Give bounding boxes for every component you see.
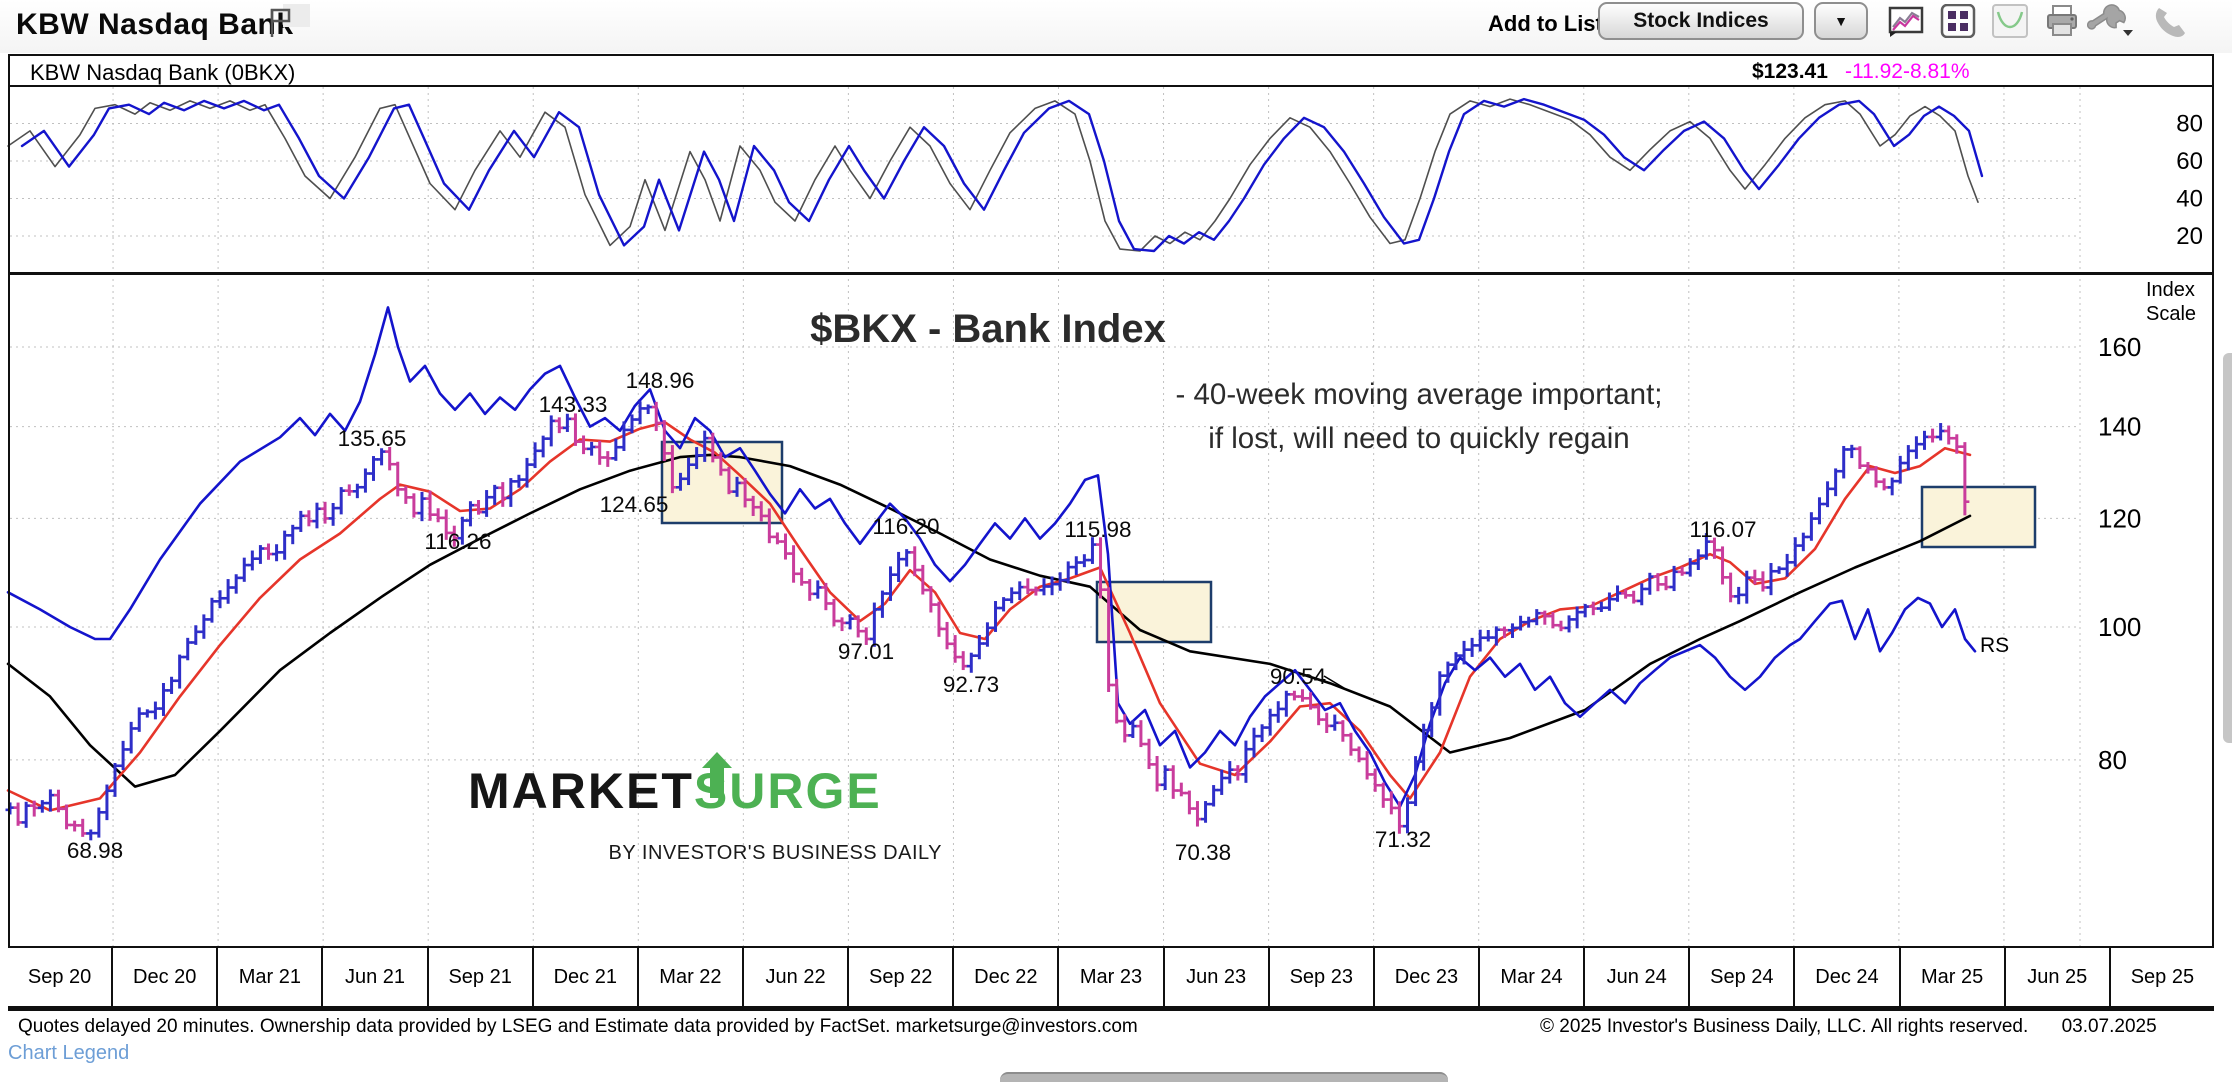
date-cell: Mar 23 xyxy=(1059,948,1165,1006)
last-price: $123.41 xyxy=(1752,60,1828,83)
curve-chart-icon[interactable] xyxy=(1990,4,2030,40)
svg-text:140: 140 xyxy=(2098,412,2141,442)
date-cell: Jun 22 xyxy=(744,948,850,1006)
svg-text:92.73: 92.73 xyxy=(943,672,999,697)
oscillator-gray-line xyxy=(7,98,1979,252)
chart-annotation-note: - 40-week moving average important; xyxy=(1176,378,1663,411)
svg-text:115.98: 115.98 xyxy=(1064,517,1131,542)
vertical-scrollbar-thumb[interactable] xyxy=(2223,353,2232,743)
svg-text:116.07: 116.07 xyxy=(1689,517,1756,542)
svg-text:120: 120 xyxy=(2098,503,2141,533)
svg-text:143.33: 143.33 xyxy=(539,392,608,417)
quote-strip: $123.41 -11.92 -8.81% xyxy=(1752,60,1970,84)
svg-text:71.32: 71.32 xyxy=(1375,827,1431,852)
chart-annotation-title: $BKX - Bank Index xyxy=(810,307,1166,351)
ma10-line xyxy=(6,420,1972,812)
chart-symbol-title: KBW Nasdaq Bank (0BKX) xyxy=(30,60,296,85)
marketsurge-logo: MARKETSURGE xyxy=(468,762,882,820)
svg-text:116.26: 116.26 xyxy=(424,529,491,554)
svg-text:160: 160 xyxy=(2098,332,2141,362)
print-icon[interactable] xyxy=(2042,4,2082,40)
date-cell: Sep 22 xyxy=(849,948,955,1006)
grid-view-icon[interactable] xyxy=(1938,3,1978,40)
svg-text:70.38: 70.38 xyxy=(1175,840,1231,865)
price-change-percent: -8.81% xyxy=(1903,60,1970,83)
flag-icon[interactable] xyxy=(268,7,294,44)
date-cell: Jun 21 xyxy=(323,948,429,1006)
price-callouts: 68.98 135.65 116.26 143.33 148.96 124.65 116.2… xyxy=(67,368,1757,865)
logo-surge: SURGE xyxy=(693,763,882,819)
date-cell: Jun 24 xyxy=(1585,948,1691,1006)
svg-text:40: 40 xyxy=(2176,185,2203,212)
logo-up-arrow-icon xyxy=(700,752,734,819)
svg-text:20: 20 xyxy=(2176,223,2203,250)
footer-copyright-block: © 2025 Investor's Business Daily, LLC. A… xyxy=(1540,1016,2157,1038)
settings-wrench-icon[interactable] xyxy=(2086,4,2134,40)
svg-text:60: 60 xyxy=(2176,148,2203,175)
logo-market: MARKET xyxy=(468,763,694,819)
svg-text:97.01: 97.01 xyxy=(838,639,894,664)
svg-text:148.96: 148.96 xyxy=(626,368,695,393)
date-cell: Dec 21 xyxy=(534,948,639,1006)
svg-text:124.65: 124.65 xyxy=(600,492,669,517)
svg-text:100: 100 xyxy=(2098,612,2141,642)
line-chart-icon[interactable] xyxy=(1886,4,1926,40)
list-dropdown-button[interactable]: ▼ xyxy=(1814,2,1868,40)
date-cell: Mar 21 xyxy=(218,948,324,1006)
date-cell: Mar 25 xyxy=(1901,948,2006,1006)
ma40-line xyxy=(6,453,1972,788)
index-scale-label: Scale xyxy=(2146,303,2196,325)
list-select-button[interactable]: Stock Indices xyxy=(1598,2,1804,40)
footer-date: 03.07.2025 xyxy=(2061,1016,2157,1037)
price-bars xyxy=(5,401,1970,841)
index-scale-ticks: 160 140 120 100 80 xyxy=(2098,332,2141,775)
date-cell: Sep 20 xyxy=(8,948,114,1006)
oscillator-scale-ticks: 80 60 40 20 xyxy=(2176,110,2203,250)
phone-icon[interactable] xyxy=(2150,4,2190,40)
svg-text:90.54: 90.54 xyxy=(1270,664,1326,689)
rs-label: RS xyxy=(1980,634,2009,657)
date-cell: Dec 20 xyxy=(113,948,219,1006)
footer-disclaimer: Quotes delayed 20 minutes. Ownership dat… xyxy=(18,1016,1138,1037)
rs-line xyxy=(6,306,1977,808)
add-to-list-label: Add to List: xyxy=(1488,11,1611,36)
svg-text:80: 80 xyxy=(2176,110,2203,137)
price-change: -11.92 xyxy=(1845,60,1903,83)
panel-divider xyxy=(8,272,2214,275)
divider xyxy=(8,85,2214,87)
date-cell: Sep 21 xyxy=(429,948,534,1006)
svg-text:80: 80 xyxy=(2098,745,2127,775)
highlight-boxes xyxy=(660,440,2037,644)
oscillator-blue-line xyxy=(20,97,1984,253)
svg-text:68.98: 68.98 xyxy=(67,838,123,863)
date-cell: Mar 22 xyxy=(639,948,744,1006)
date-cell: Jun 23 xyxy=(1165,948,1270,1006)
logo-tagline: BY INVESTOR'S BUSINESS DAILY xyxy=(608,842,942,864)
date-cell: Dec 24 xyxy=(1795,948,1901,1006)
date-cell: Dec 23 xyxy=(1375,948,1480,1006)
date-cell: Mar 24 xyxy=(1480,948,1586,1006)
gridlines xyxy=(10,87,2081,946)
chart-annotation-note: if lost, will need to quickly regain xyxy=(1208,422,1629,455)
date-cell: Dec 22 xyxy=(954,948,1060,1006)
svg-text:116.20: 116.20 xyxy=(872,514,939,539)
top-bar: KBW Nasdaq Bank Add to List: Stock Indic… xyxy=(0,0,2232,53)
chart-legend-link[interactable]: Chart Legend xyxy=(8,1042,130,1064)
footer-copyright: © 2025 Investor's Business Daily, LLC. A… xyxy=(1540,1016,2029,1037)
date-cell: Sep 25 xyxy=(2130,965,2195,988)
svg-text:135.65: 135.65 xyxy=(338,426,407,451)
date-axis: Sep 20 Dec 20 Mar 21 Jun 21 Sep 21 Dec 21 Mar … xyxy=(8,946,2214,1010)
date-cell: Sep 23 xyxy=(1270,948,1375,1006)
date-cell: Jun 25 xyxy=(2006,948,2111,1006)
horizontal-scrollbar-thumb[interactable] xyxy=(1000,1072,1448,1082)
date-cell: Sep 24 xyxy=(1690,948,1796,1006)
index-scale-label: Index xyxy=(2146,279,2195,301)
page-title: KBW Nasdaq Bank xyxy=(16,8,294,41)
